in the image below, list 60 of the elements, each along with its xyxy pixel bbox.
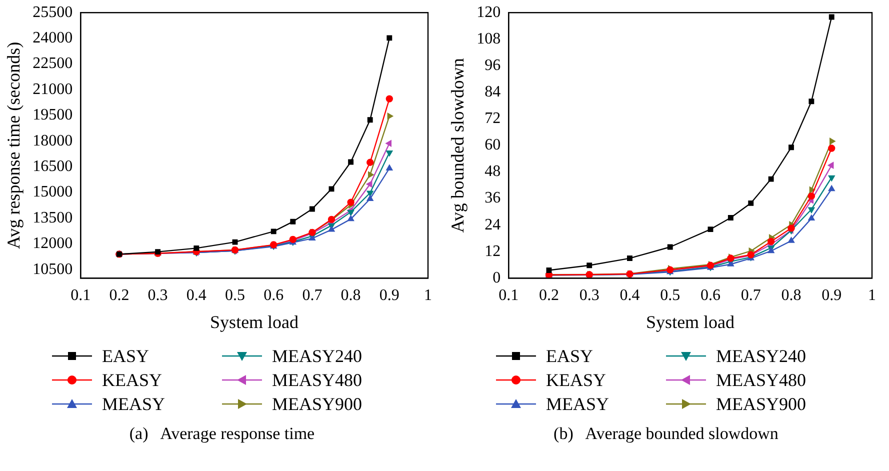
legend-label: MEASY240	[716, 346, 806, 366]
legend-label: MEASY900	[716, 394, 806, 414]
y-tick-label: 48	[484, 163, 501, 180]
x-tick-label: 0.7	[740, 287, 761, 304]
y-tick-label: 60	[484, 136, 501, 154]
x-tick-label: 0.4	[186, 287, 206, 304]
y-tick-label: 10500	[32, 260, 73, 278]
x-axis-title: System load	[210, 312, 299, 332]
x-tick-label: 0.3	[148, 287, 168, 304]
text: (b) Average bounded slowdown	[552, 424, 780, 444]
legend-label: EASY	[546, 346, 594, 366]
x-tick-label: 0.1	[70, 287, 91, 304]
y-tick-label: 24	[484, 216, 501, 234]
y-tick-label: 25500	[32, 4, 73, 21]
x-tick-label: 0.9	[379, 287, 400, 304]
y-tick-label: 12	[484, 242, 501, 260]
x-tick-label: 0.5	[660, 287, 680, 304]
x-tick-label: 0.4	[620, 287, 640, 304]
x-tick-label: 0.2	[109, 287, 130, 304]
x-tick-label: 1	[868, 287, 876, 304]
legend-label: MEASY900	[272, 394, 362, 414]
legend-label: MEASY	[102, 394, 166, 414]
x-tick-label: 0.6	[700, 287, 720, 304]
y-tick-label: 22500	[32, 55, 73, 72]
legend-label: KEASY	[102, 370, 162, 390]
y-tick-label: 0	[492, 269, 501, 286]
x-tick-label: 0.6	[264, 287, 284, 304]
x-tick-label: 1	[424, 287, 432, 304]
legend-label: KEASY	[546, 370, 606, 390]
x-tick-label: 0.8	[781, 287, 802, 304]
y-tick-label: 19500	[32, 106, 73, 124]
legend-label: MEASY240	[272, 346, 362, 366]
y-tick-label: 108	[476, 30, 501, 48]
y-tick-label: 96	[484, 56, 501, 74]
y-tick-label: 18000	[32, 132, 73, 150]
x-axis-title: System load	[646, 312, 735, 332]
y-tick-label: 72	[484, 110, 501, 128]
x-tick-label: 0.5	[225, 287, 245, 304]
y-tick-label: 12000	[32, 235, 73, 252]
y-tick-label: 21000	[32, 80, 73, 98]
y-tick-label: 13500	[32, 209, 73, 226]
legend-label: MEASY480	[272, 370, 362, 390]
text: (a) Average response time	[128, 424, 316, 444]
x-tick-label: 0.2	[538, 287, 559, 304]
x-tick-label: 0.8	[340, 287, 361, 304]
x-tick-label: 0.3	[579, 287, 600, 304]
y-tick-label: 24000	[32, 30, 73, 47]
x-tick-label: 0.9	[822, 287, 842, 304]
y-tick-label: 16500	[32, 158, 73, 176]
x-tick-label: 0.7	[302, 287, 322, 304]
legend-label: MEASY	[546, 394, 610, 414]
x-tick-label: 0.1	[498, 287, 519, 304]
legend-label: EASY	[102, 346, 150, 366]
y-axis-title: Avg bounded slowdown	[448, 58, 468, 233]
y-tick-label: 15000	[32, 184, 73, 201]
y-tick-label: 120	[476, 4, 501, 21]
y-tick-label: 36	[484, 190, 501, 207]
y-tick-label: 84	[484, 83, 501, 100]
y-axis-title: Avg response time (seconds)	[4, 42, 24, 249]
legend-label: MEASY480	[716, 370, 806, 390]
